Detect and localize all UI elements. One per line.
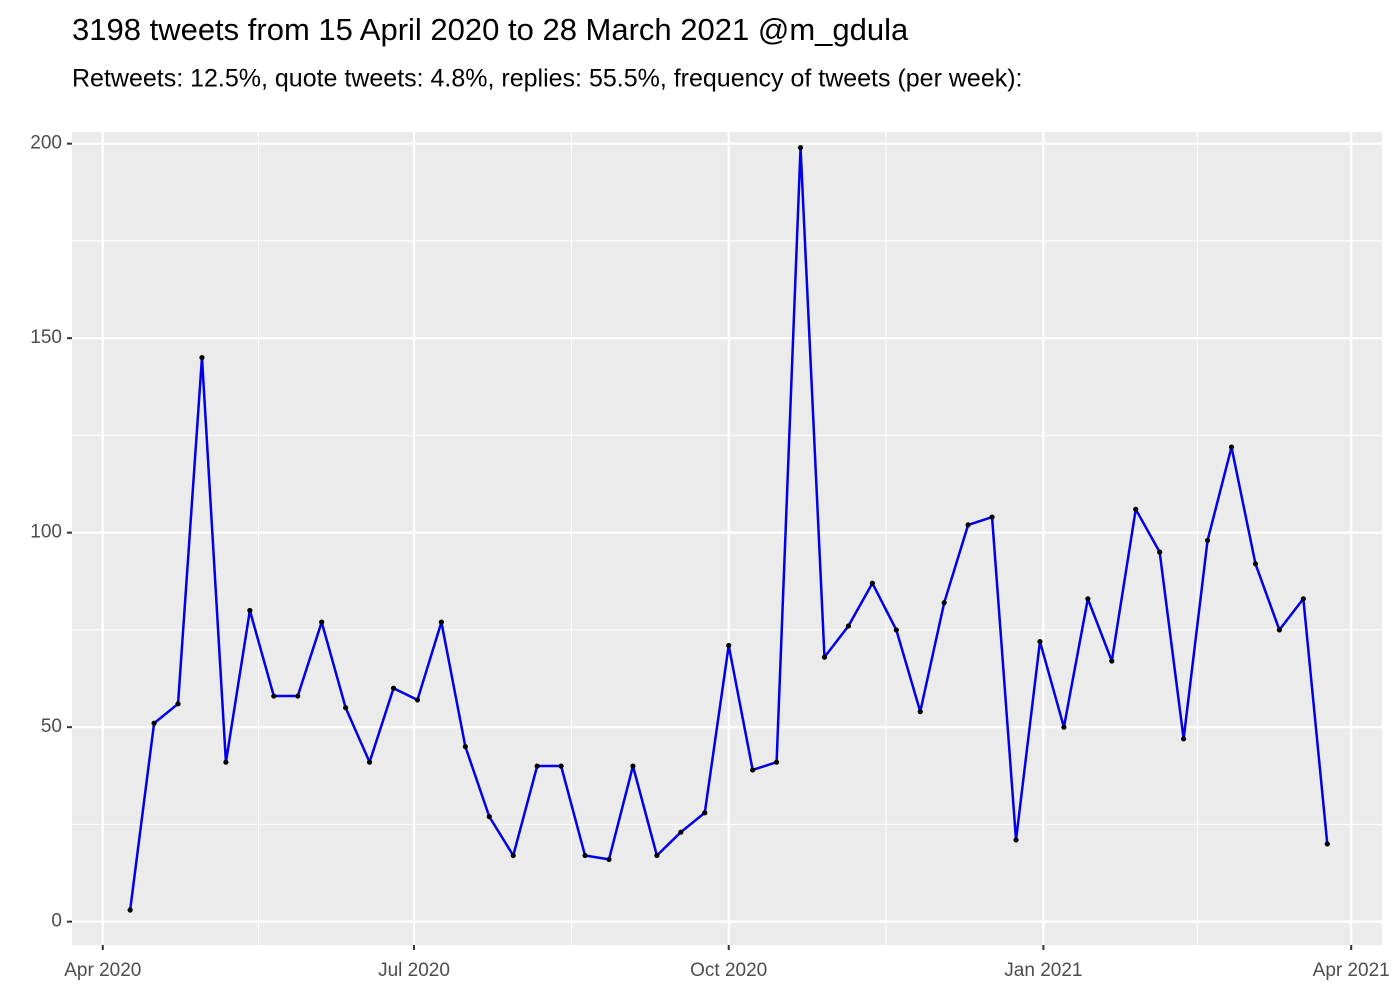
data-point [941, 600, 947, 606]
data-point [438, 619, 444, 625]
data-point [1252, 561, 1259, 567]
plot-panel [72, 132, 1382, 945]
data-point [869, 580, 875, 586]
data-point [558, 763, 564, 769]
data-point [726, 642, 732, 649]
data-point [606, 856, 612, 863]
data-point [199, 355, 205, 361]
x-tick-label: Jan 2021 [1004, 960, 1082, 981]
data-point [295, 693, 301, 699]
y-tick-label: 0 [51, 911, 62, 932]
data-point [797, 144, 804, 151]
data-point [893, 627, 899, 633]
data-point [1228, 444, 1235, 450]
x-tick-label: Apr 2020 [64, 960, 141, 981]
data-point [1157, 549, 1163, 555]
data-point [1109, 658, 1115, 664]
data-point [1204, 537, 1211, 544]
data-point [319, 619, 325, 625]
data-point [821, 654, 828, 660]
data-point [1085, 596, 1091, 602]
chart-title: 3198 tweets from 15 April 2020 to 28 Mar… [72, 12, 909, 47]
data-point [127, 907, 133, 913]
data-point [630, 763, 636, 769]
data-point [534, 763, 540, 769]
data-point [1324, 841, 1330, 847]
y-tick-label: 200 [30, 133, 62, 154]
data-point [582, 852, 588, 859]
data-point [390, 685, 397, 691]
data-point [750, 767, 756, 773]
data-point [343, 705, 349, 711]
data-point [845, 623, 852, 629]
data-point [654, 852, 660, 859]
data-point [486, 814, 492, 820]
x-tick-label: Apr 2021 [1313, 960, 1390, 981]
x-tick-label: Jul 2020 [378, 960, 450, 981]
data-point [1276, 627, 1282, 633]
data-point [1013, 837, 1019, 843]
data-point [1181, 736, 1187, 742]
data-point [175, 701, 181, 707]
data-point [151, 720, 157, 726]
data-point [1133, 506, 1139, 512]
data-point [965, 522, 971, 528]
data-point [1037, 638, 1043, 645]
y-tick-label: 100 [30, 522, 62, 543]
data-point [989, 514, 995, 520]
data-point [510, 852, 516, 859]
chart-subtitle: Retweets: 12.5%, quote tweets: 4.8%, rep… [72, 65, 1023, 93]
y-tick-label: 150 [30, 327, 62, 348]
data-point [773, 759, 780, 765]
y-tick-label: 50 [41, 716, 62, 737]
data-point [271, 693, 277, 699]
data-point [223, 759, 229, 765]
data-point [1061, 724, 1067, 730]
data-point [702, 810, 708, 816]
data-point [414, 697, 421, 703]
data-point [366, 759, 373, 765]
x-tick-label: Oct 2020 [690, 960, 767, 981]
data-point [917, 709, 923, 715]
data-point [247, 607, 253, 614]
data-point [1300, 596, 1306, 602]
data-point [678, 829, 684, 835]
data-point [462, 744, 468, 750]
